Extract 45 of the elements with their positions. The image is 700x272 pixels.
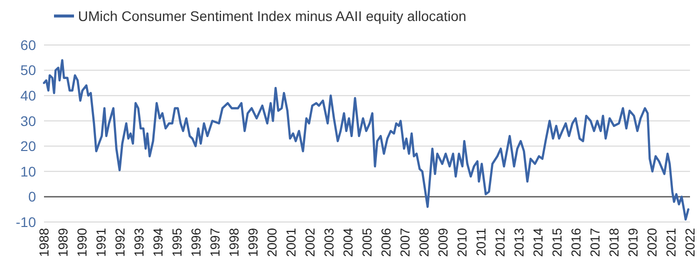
- y-tick-label: 60: [20, 36, 36, 53]
- x-tick-label: 1996: [188, 228, 204, 257]
- y-tick-label: 30: [20, 112, 36, 129]
- x-tick-label: 2004: [340, 228, 356, 257]
- x-tick-label: 2021: [664, 228, 679, 257]
- x-tick-label: 1998: [226, 228, 242, 257]
- x-tick-label: 2000: [264, 228, 280, 257]
- y-tick-label: 10: [20, 163, 36, 180]
- x-tick-label: 1999: [246, 228, 261, 257]
- y-tick-label: -10: [16, 214, 36, 230]
- x-tick-label: 2019: [626, 228, 641, 257]
- x-tick-label: 2001: [284, 228, 299, 257]
- x-tick-label: 2005: [360, 228, 375, 257]
- y-tick-label: 0: [28, 188, 36, 205]
- x-tick-label: 2002: [302, 228, 318, 257]
- x-tick-label: 2009: [436, 228, 451, 257]
- x-tick-label: 1991: [94, 228, 109, 257]
- y-tick-label: 40: [20, 87, 36, 104]
- x-tick-label: 2008: [416, 228, 432, 257]
- x-tick-label: 1994: [150, 228, 166, 257]
- x-tick-label: 2020: [644, 228, 660, 257]
- y-tick-label: 20: [20, 138, 36, 154]
- legend-label: UMich Consumer Sentiment Index minus AAII equity allocation: [78, 8, 466, 24]
- x-tick-label: 2013: [512, 228, 527, 257]
- x-tick-label: 2016: [568, 228, 584, 257]
- x-tick-label: 2007: [398, 228, 413, 257]
- x-tick-label: 2015: [550, 228, 565, 257]
- x-tick-label: 1989: [56, 228, 71, 257]
- x-tick-label: 1992: [112, 228, 128, 257]
- x-tick-label: 2012: [492, 228, 508, 257]
- x-tick-label: 2022: [682, 228, 698, 257]
- y-tick-label: 50: [20, 62, 36, 78]
- x-tick-label: 1993: [132, 228, 147, 257]
- x-tick-label: 2014: [530, 228, 546, 257]
- x-tick-label: 1988: [36, 228, 52, 257]
- x-tick-label: 1997: [208, 228, 223, 257]
- x-tick-label: 2006: [378, 228, 394, 257]
- x-tick-label: 2003: [322, 228, 337, 257]
- x-tick-label: 1990: [74, 228, 90, 257]
- x-tick-label: 2018: [606, 228, 622, 257]
- x-tick-label: 2011: [474, 228, 489, 256]
- x-tick-label: 2010: [454, 228, 470, 257]
- line-series: [42, 59, 690, 221]
- x-tick-label: 1995: [170, 228, 185, 257]
- x-tick-label: 2017: [588, 228, 603, 257]
